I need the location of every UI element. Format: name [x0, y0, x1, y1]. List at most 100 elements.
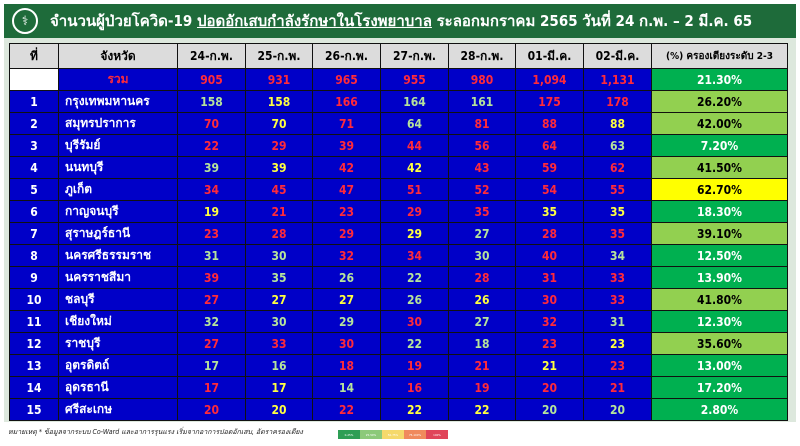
daily-count: 28: [448, 266, 516, 289]
total-value: 955: [380, 68, 449, 91]
column-header: 25-ก.พ.: [245, 43, 313, 69]
province-name: บุรีรัมย์: [58, 134, 178, 157]
column-header: ที่: [9, 43, 59, 69]
row-number: 8: [9, 244, 59, 267]
total-value: 965: [312, 68, 381, 91]
daily-count: 45: [245, 178, 313, 201]
column-header: 28-ก.พ.: [448, 43, 516, 69]
column-header: 02-มี.ค.: [583, 43, 652, 69]
daily-count: 27: [312, 288, 381, 311]
daily-count: 29: [312, 310, 381, 333]
row-number: 3: [9, 134, 59, 157]
table-row: 12 ราชบุรี 27 33 30 22 18 23 23 35.60%: [9, 332, 788, 355]
total-value: 980: [448, 68, 516, 91]
daily-count: 20: [583, 398, 652, 421]
province-name: ภูเก็ต: [58, 178, 178, 201]
daily-count: 31: [515, 266, 584, 289]
daily-count: 30: [312, 332, 381, 355]
daily-count: 35: [583, 200, 652, 223]
blank-cell: [9, 68, 59, 91]
bed-occupancy-pct: 41.50%: [651, 156, 788, 179]
daily-count: 18: [312, 354, 381, 377]
province-name: เชียงใหม่: [58, 310, 178, 333]
row-number: 5: [9, 178, 59, 201]
daily-count: 39: [245, 156, 313, 179]
daily-count: 64: [515, 134, 584, 157]
daily-count: 17: [177, 354, 246, 377]
daily-count: 33: [245, 332, 313, 355]
daily-count: 17: [177, 376, 246, 399]
daily-count: 27: [177, 332, 246, 355]
table-row: 7 สุราษฎร์ธานี 23 28 29 29 27 28 35 39.10%: [9, 222, 788, 245]
row-number: 4: [9, 156, 59, 179]
daily-count: 64: [380, 112, 449, 135]
legend-swatch: 25-50%: [360, 430, 382, 439]
row-number: 2: [9, 112, 59, 135]
total-value: 1,131: [583, 68, 652, 91]
daily-count: 178: [583, 90, 652, 113]
row-number: 9: [9, 266, 59, 289]
province-name: กรุงเทพมหานคร: [58, 90, 178, 113]
daily-count: 33: [583, 266, 652, 289]
table-row: 2 สมุทรปราการ 70 70 71 64 81 88 88 42.00%: [9, 112, 788, 135]
daily-count: 29: [380, 200, 449, 223]
daily-count: 22: [380, 266, 449, 289]
daily-count: 32: [515, 310, 584, 333]
daily-count: 28: [245, 222, 313, 245]
province-name: นนทบุรี: [58, 156, 178, 179]
daily-count: 161: [448, 90, 516, 113]
table-row: 13 อุตรดิตถ์ 17 16 18 19 21 21 23 13.00%: [9, 354, 788, 377]
total-row: รวม 905 931 965 955 980 1,094 1,131 21.30%: [9, 68, 788, 91]
daily-count: 166: [312, 90, 381, 113]
daily-count: 62: [583, 156, 652, 179]
daily-count: 40: [515, 244, 584, 267]
legend-swatch: 0-25%: [338, 430, 360, 439]
province-name: ชลบุรี: [58, 288, 178, 311]
daily-count: 32: [177, 310, 246, 333]
daily-count: 19: [448, 376, 516, 399]
daily-count: 22: [312, 398, 381, 421]
daily-count: 56: [448, 134, 516, 157]
table-row: 1 กรุงเทพมหานคร 158 158 166 164 161 175 178 26.20…: [9, 90, 788, 113]
daily-count: 23: [583, 354, 652, 377]
bed-occupancy-pct: 7.20%: [651, 134, 788, 157]
daily-count: 158: [177, 90, 246, 113]
row-number: 12: [9, 332, 59, 355]
table-row: 4 นนทบุรี 39 39 42 42 43 59 62 41.50%: [9, 156, 788, 179]
header-row: ที่ จังหวัด 24-ก.พ. 25-ก.พ. 26-ก.พ. 27-ก.พ. 28…: [9, 43, 788, 69]
daily-count: 32: [312, 244, 381, 267]
row-number: 7: [9, 222, 59, 245]
daily-count: 39: [177, 156, 246, 179]
row-number: 15: [9, 398, 59, 421]
daily-count: 27: [448, 222, 516, 245]
daily-count: 30: [245, 244, 313, 267]
row-number: 11: [9, 310, 59, 333]
bed-occupancy-pct: 18.30%: [651, 200, 788, 223]
daily-count: 22: [380, 332, 449, 355]
daily-count: 31: [177, 244, 246, 267]
daily-count: 30: [245, 310, 313, 333]
table-row: 15 ศรีสะเกษ 20 20 22 22 22 20 20 2.80%: [9, 398, 788, 421]
legend-swatch: 50-75%: [382, 430, 404, 439]
daily-count: 52: [448, 178, 516, 201]
daily-count: 23: [515, 332, 584, 355]
daily-count: 70: [177, 112, 246, 135]
daily-count: 17: [245, 376, 313, 399]
legend-swatch: 100%: [426, 430, 448, 439]
table-row: 11 เชียงใหม่ 32 30 29 30 27 32 31 12.30%: [9, 310, 788, 333]
daily-count: 33: [583, 288, 652, 311]
daily-count: 34: [177, 178, 246, 201]
province-name: กาญจนบุรี: [58, 200, 178, 223]
column-header: (%) ครองเตียงระดับ 2-3: [651, 43, 788, 69]
daily-count: 31: [583, 310, 652, 333]
daily-count: 44: [380, 134, 449, 157]
daily-count: 43: [448, 156, 516, 179]
daily-count: 23: [312, 200, 381, 223]
daily-count: 35: [448, 200, 516, 223]
daily-count: 22: [380, 398, 449, 421]
bed-occupancy-pct: 13.90%: [651, 266, 788, 289]
total-pct: 21.30%: [651, 68, 788, 91]
page-title: จำนวนผู้ป่วยโควิด-19 ปอดอักเสบกำลังรักษา…: [50, 9, 752, 33]
daily-count: 20: [245, 398, 313, 421]
daily-count: 28: [515, 222, 584, 245]
